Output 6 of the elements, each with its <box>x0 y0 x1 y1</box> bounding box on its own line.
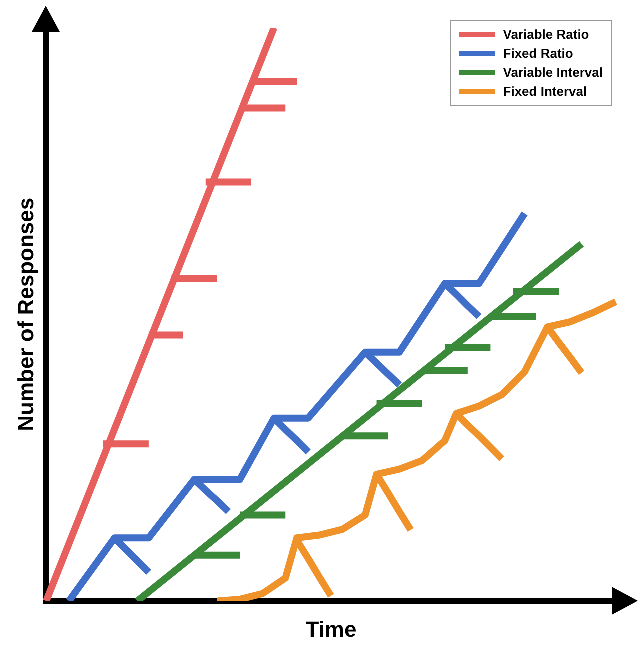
y-axis-title: Number of Responses <box>13 198 38 432</box>
legend-label: Variable Ratio <box>503 27 590 42</box>
x-axis-title: Time <box>306 616 357 642</box>
legend-label: Fixed Ratio <box>503 46 574 61</box>
legend-label: Fixed Interval <box>503 84 588 99</box>
legend-label: Variable Interval <box>503 65 603 80</box>
